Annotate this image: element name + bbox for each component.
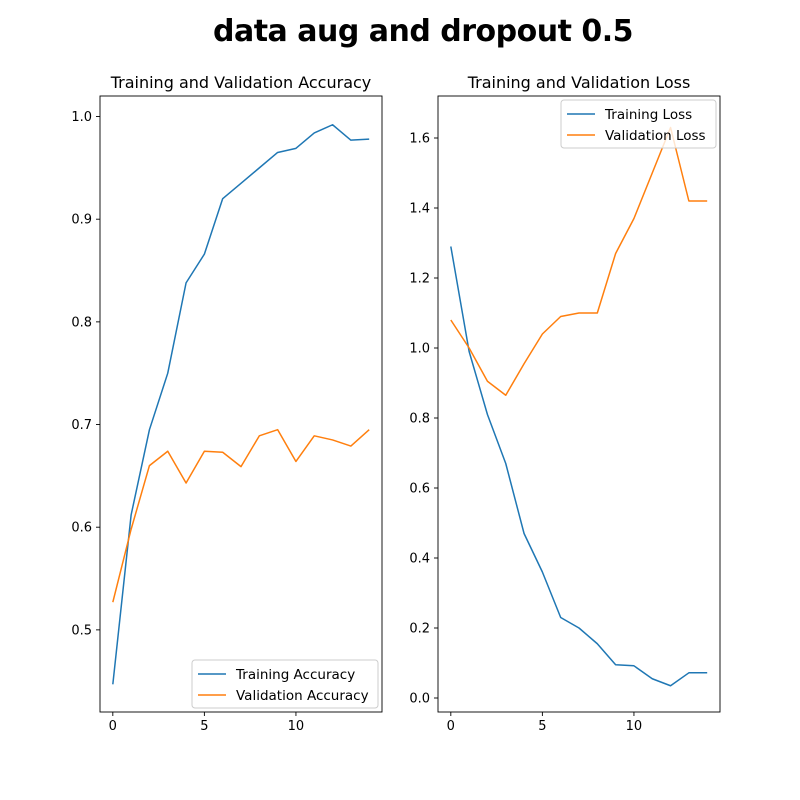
legend-label: Validation Loss — [605, 128, 706, 144]
loss-panel: Training and Validation Loss 0 5 10 0.0 0.2 0.… — [409, 73, 721, 734]
legend-label: Validation Accuracy — [236, 688, 369, 704]
series-line-validation — [450, 126, 708, 396]
y-tick-label: 0.6 — [409, 482, 430, 497]
y-tick-label: 1.4 — [409, 202, 430, 217]
y-tick-label: 0.8 — [409, 412, 430, 427]
y-tick-label: 0.0 — [409, 692, 430, 707]
y-tick-label: 0.7 — [71, 418, 92, 433]
x-tick-label: 5 — [200, 719, 208, 734]
axes-frame — [99, 95, 383, 713]
y-tick-label: 1.2 — [409, 272, 430, 287]
y-tick-label: 0.9 — [71, 213, 92, 228]
axes-frame — [437, 95, 721, 713]
legend: Training Accuracy Validation Accuracy — [191, 659, 379, 709]
legend-label: Training Loss — [604, 107, 692, 123]
x-tick-label: 10 — [626, 719, 643, 734]
y-tick-label: 0.5 — [71, 623, 92, 638]
legend-box — [191, 659, 379, 709]
accuracy-panel: Training and Validation Accuracy 0 5 10 0.5 0… — [71, 73, 383, 734]
x-tick-label: 0 — [109, 719, 117, 734]
x-tick-label: 5 — [538, 719, 546, 734]
figure-title: data aug and dropout 0.5 — [212, 14, 634, 49]
series-line-training — [450, 246, 708, 687]
y-tick-label: 1.6 — [409, 132, 430, 147]
series-line-validation — [112, 428, 370, 603]
y-tick-label: 0.4 — [409, 552, 430, 567]
x-tick-label: 10 — [288, 719, 305, 734]
y-tick-label: 1.0 — [409, 342, 430, 357]
x-tick-label: 0 — [447, 719, 455, 734]
legend-label: Training Accuracy — [235, 667, 355, 683]
legend: Training Loss Validation Loss — [560, 99, 717, 149]
y-tick-label: 0.8 — [71, 315, 92, 330]
y-tick-label: 0.6 — [71, 521, 92, 536]
series-line-training — [112, 124, 370, 685]
y-tick-label: 1.0 — [71, 110, 92, 125]
y-tick-label: 0.2 — [409, 622, 430, 637]
subplot-title: Training and Validation Accuracy — [110, 73, 372, 92]
subplot-title: Training and Validation Loss — [467, 73, 691, 92]
legend-box — [560, 99, 717, 149]
